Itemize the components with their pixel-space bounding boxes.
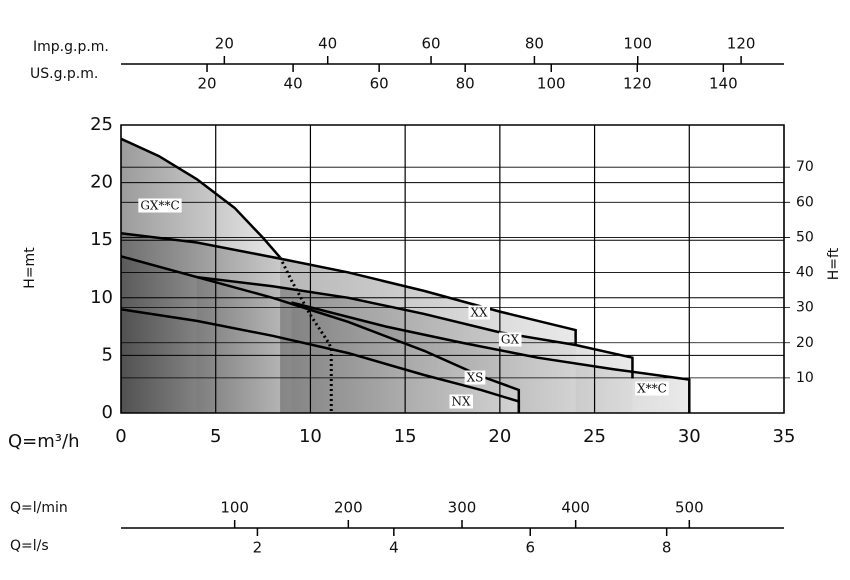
y-tick-label: 10 <box>90 287 113 308</box>
tick-label: 100 <box>537 75 566 93</box>
tick-label: 300 <box>448 499 477 517</box>
secondary-axis-label: Q=l/min <box>10 500 68 516</box>
y2-tick-label: 60 <box>796 194 814 210</box>
x-tick-label: 35 <box>773 426 796 447</box>
y2-tick-label: 70 <box>796 159 814 175</box>
curve-label-bg <box>635 381 669 396</box>
y2-tick-label: 10 <box>796 370 814 386</box>
tick-label: 500 <box>675 499 704 517</box>
curve-label-bg <box>138 198 182 213</box>
y2-tick-label: 40 <box>796 265 814 281</box>
tick-label: 6 <box>525 539 535 557</box>
tick-label: 120 <box>623 75 652 93</box>
tick-label: 8 <box>662 539 672 557</box>
curve <box>291 301 691 413</box>
dotted-limit <box>278 256 333 413</box>
x-tick-label: 25 <box>583 426 606 447</box>
curve-label-bg <box>498 332 522 347</box>
tick-label: 20 <box>198 75 217 93</box>
curve-label: X**C <box>637 382 667 396</box>
curve-label: XS <box>467 371 484 385</box>
tick-label: 140 <box>709 75 738 93</box>
tick-label: 40 <box>318 35 337 53</box>
curve-label: GX**C <box>140 199 179 213</box>
tick-label: 100 <box>623 35 652 53</box>
tick-label: 80 <box>456 75 475 93</box>
tick-label: 60 <box>422 35 441 53</box>
curve <box>196 275 634 379</box>
curve <box>120 232 577 346</box>
y2-axis-label: H=ft <box>826 247 842 280</box>
tick-label: 20 <box>215 35 234 53</box>
curve-area <box>121 138 281 413</box>
curve-label-bg <box>464 370 486 385</box>
y2-tick-label: 30 <box>796 300 814 316</box>
tick-label: 120 <box>727 35 756 53</box>
curve <box>120 137 282 259</box>
tick-label: 80 <box>525 35 544 53</box>
y-tick-label: 25 <box>90 114 113 135</box>
curve-label-bg <box>449 394 473 409</box>
curve <box>120 308 521 413</box>
x-tick-label: 0 <box>115 426 126 447</box>
x-tick-label: 15 <box>394 426 417 447</box>
x-tick-label: 10 <box>299 426 322 447</box>
y2-tick-label: 50 <box>796 229 814 245</box>
x-axis-label: Q=m³/h <box>8 431 79 452</box>
x-tick-label: 30 <box>678 426 701 447</box>
curve-label-bg <box>468 305 490 320</box>
y-tick-label: 15 <box>90 229 113 250</box>
tick-label: 40 <box>284 75 303 93</box>
tick-label: 400 <box>561 499 590 517</box>
secondary-axis-label: Imp.g.p.m. <box>33 39 109 55</box>
y-tick-label: 5 <box>102 344 113 365</box>
plot-frame <box>120 124 785 414</box>
tick-label: 200 <box>334 499 363 517</box>
y2-tick-label: 20 <box>796 335 814 351</box>
x-tick-label: 20 <box>488 426 511 447</box>
tick-label: 4 <box>389 539 399 557</box>
y-axis-label: H=mt <box>22 247 38 289</box>
secondary-axis-label: US.g.p.m. <box>30 66 98 82</box>
secondary-axis-label: Q=l/s <box>10 538 49 554</box>
curve-label: XX <box>470 306 488 320</box>
y-tick-label: 0 <box>102 402 113 423</box>
tick-label: 2 <box>253 539 263 557</box>
curve <box>120 255 521 413</box>
curve-label: GX <box>501 333 520 347</box>
tick-label: 60 <box>370 75 389 93</box>
y-tick-label: 20 <box>90 172 113 193</box>
tick-label: 100 <box>220 499 249 517</box>
x-tick-label: 5 <box>210 426 221 447</box>
curve-label: NX <box>451 395 471 409</box>
